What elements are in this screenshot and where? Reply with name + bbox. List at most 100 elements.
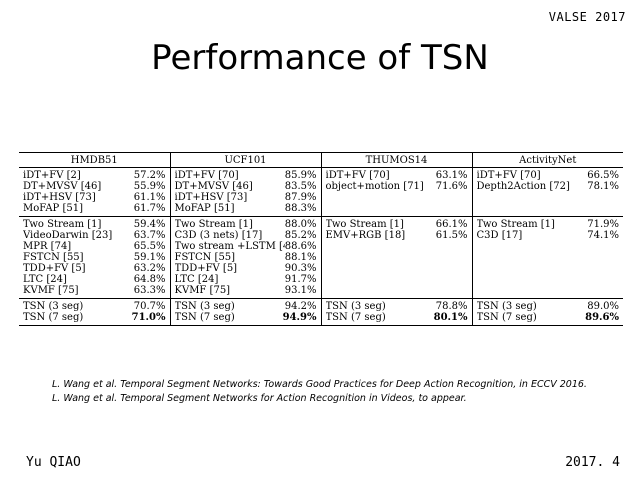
method-name: LTC [24] [174,274,219,285]
accuracy-value: 85.2% [284,230,317,241]
accuracy-value: 63.7% [133,230,166,241]
method-name: Two stream +LSTM [4] [174,241,285,252]
accuracy-value: 94.9% [282,312,317,323]
table-cell: iDT+FV [70] 85.9% DT+MVSV [46] 83.5% iDT+HSV… [170,167,322,217]
method-name: TSN (3 seg) [325,301,386,312]
column-header: HMDB51 [19,152,171,168]
accuracy-value: 74.1% [587,230,619,241]
result-entry: KVMF [75] 63.3% [23,285,166,296]
result-entry: LTC [24] 91.7% [175,274,317,285]
accuracy-value: 88.6% [284,241,317,252]
method-name: C3D (3 nets) [17] [174,230,263,241]
table-row-group: Two Stream [1] 59.4% VideoDarwin [23] 63.7%… [19,216,623,299]
slide-date: 2017. 4 [565,455,620,470]
result-entry: TDD+FV [5] 90.3% [175,263,317,274]
accuracy-value: 80.1% [433,312,468,323]
method-name: FSTCN [55] [174,252,236,263]
references: L. Wang et al. Temporal Segment Networks… [52,378,592,406]
accuracy-value: 64.8% [133,274,166,285]
author-name: Yu QIAO [26,455,81,470]
accuracy-value: 88.1% [284,252,317,263]
accuracy-value: 61.1% [133,192,166,203]
accuracy-value: 70.7% [133,301,166,312]
method-name: Two Stream [1] [476,219,555,230]
method-name: TSN (3 seg) [23,301,84,312]
accuracy-value: 55.9% [133,181,166,192]
method-name: TSN (7 seg) [325,312,386,323]
result-entry: VideoDarwin [23] 63.7% [23,230,166,241]
accuracy-value: 93.1% [284,285,317,296]
accuracy-value: 94.2% [284,301,317,312]
method-name: C3D [17] [476,230,523,241]
method-name: VideoDarwin [23] [23,230,113,241]
result-entry: Two Stream [1] 59.4% [23,219,166,230]
result-entry: TDD+FV [5] 63.2% [23,263,166,274]
table-row-group: TSN (3 seg) 70.7% TSN (7 seg) 71.0% TSN (3 s… [19,298,623,326]
accuracy-value: 78.8% [435,301,468,312]
accuracy-value: 71.0% [131,312,166,323]
accuracy-value: 89.6% [585,312,619,323]
table-cell: iDT+FV [70] 63.1% object+motion [71] 71.6% [321,167,473,217]
table-cell: iDT+FV [70] 66.5% Depth2Action [72] 78.1% [472,167,623,217]
table-cell: Two Stream [1] 88.0% C3D (3 nets) [17] 85.2… [170,216,322,299]
accuracy-value: 87.9% [284,192,317,203]
method-name: TSN (7 seg) [476,312,537,323]
accuracy-value: 78.1% [587,181,619,192]
method-name: Two Stream [1] [23,219,102,230]
result-entry: FSTCN [55] 59.1% [23,252,166,263]
result-entry: Two Stream [1] 71.9% [477,219,620,230]
method-name: DT+MVSV [46] [23,181,102,192]
accuracy-value: 83.5% [284,181,317,192]
result-entry: Depth2Action [72] 78.1% [477,181,620,192]
accuracy-value: 63.1% [435,170,468,181]
result-entry: TSN (3 seg) 70.7% [23,301,166,312]
result-entry: TSN (7 seg) 71.0% [23,312,166,323]
method-name: Depth2Action [72] [476,181,570,192]
result-entry: DT+MVSV [46] 55.9% [23,181,166,192]
method-name: MoFAP [51] [23,203,83,214]
result-entry: LTC [24] 64.8% [23,274,166,285]
accuracy-value: 85.9% [284,170,317,181]
accuracy-value: 88.0% [284,219,317,230]
result-entry: TSN (3 seg) 78.8% [326,301,468,312]
accuracy-value: 71.9% [587,219,619,230]
reference-item: L. Wang et al. Temporal Segment Networks… [52,393,467,404]
table-cell: TSN (3 seg) 70.7% TSN (7 seg) 71.0% [19,298,171,326]
accuracy-value: 66.1% [435,219,468,230]
result-entry: Two Stream [1] 88.0% [175,219,317,230]
method-name: KVMF [75] [174,285,231,296]
result-entry: Two stream +LSTM [4] 88.6% [175,241,317,252]
method-name: TSN (3 seg) [476,301,537,312]
table-cell: Two Stream [1] 71.9% C3D [17] 74.1% [472,216,623,299]
table-cell: TSN (3 seg) 89.0% TSN (7 seg) 89.6% [472,298,623,326]
accuracy-value: 61.5% [435,230,468,241]
result-entry: C3D [17] 74.1% [477,230,620,241]
accuracy-value: 59.4% [133,219,166,230]
result-entry: iDT+FV [2] 57.2% [23,170,166,181]
method-name: MoFAP [51] [174,203,235,214]
column-header: ActivityNet [472,152,623,168]
accuracy-value: 65.5% [133,241,166,252]
result-entry: MoFAP [51] 88.3% [175,203,317,214]
accuracy-value: 59.1% [133,252,166,263]
result-entry: EMV+RGB [18] 61.5% [326,230,468,241]
accuracy-value: 61.7% [133,203,166,214]
result-entry: iDT+HSV [73] 87.9% [175,192,317,203]
table-row-group: iDT+FV [2] 57.2% DT+MVSV [46] 55.9% iDT+HSV … [19,167,623,217]
method-name: Two Stream [1] [174,219,253,230]
method-name: TDD+FV [5] [23,263,86,274]
result-entry: iDT+HSV [73] 61.1% [23,192,166,203]
method-name: TSN (3 seg) [174,301,235,312]
method-name: object+motion [71] [325,181,424,192]
table-cell: Two Stream [1] 59.4% VideoDarwin [23] 63.7%… [19,216,171,299]
accuracy-value: 63.2% [133,263,166,274]
column-header: UCF101 [170,152,322,168]
result-entry: iDT+FV [70] 66.5% [477,170,620,181]
method-name: MPR [74] [23,241,72,252]
table-header-row: HMDB51 UCF101 THUMOS14 ActivityNet [19,152,623,168]
method-name: EMV+RGB [18] [325,230,406,241]
result-entry: TSN (3 seg) 94.2% [175,301,317,312]
method-name: iDT+HSV [73] [23,192,96,203]
result-entry: iDT+FV [70] 63.1% [326,170,468,181]
method-name: iDT+FV [70] [325,170,390,181]
